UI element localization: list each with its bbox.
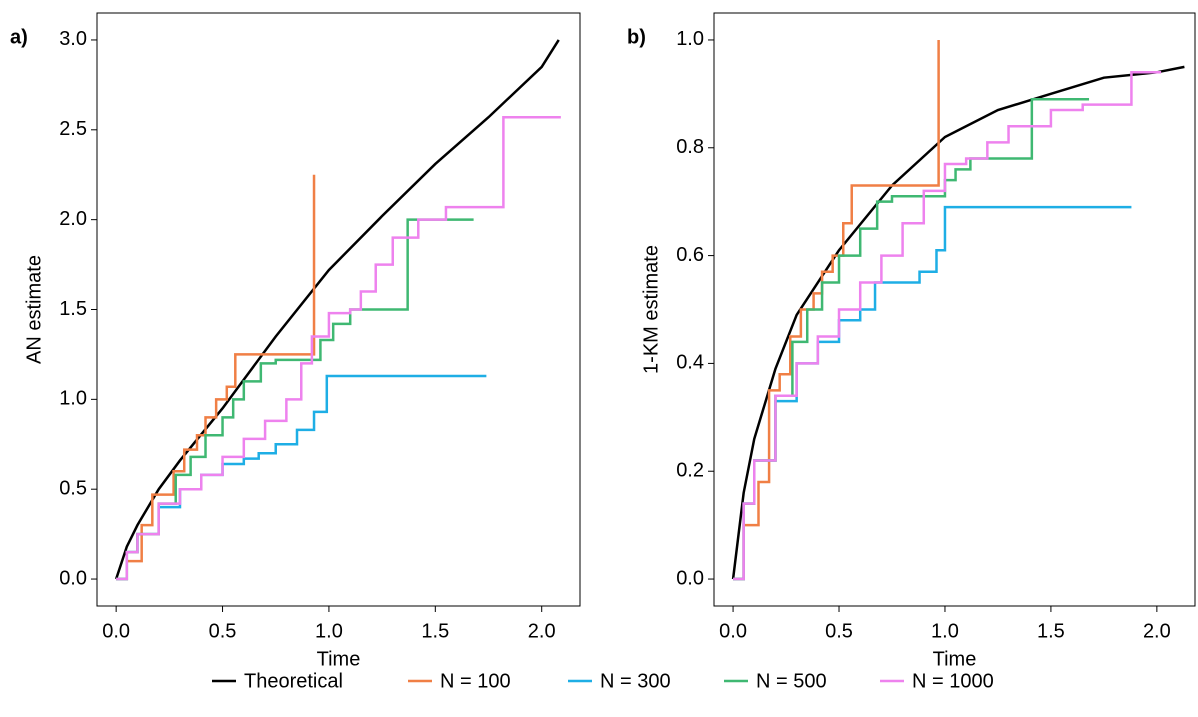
y-axis-label: 1-KM estimate	[640, 245, 662, 374]
y-tick-label: 1.0	[676, 28, 704, 50]
y-tick-label: 1.0	[59, 388, 87, 410]
series-line	[114, 39, 560, 580]
legend-label: N = 100	[440, 670, 511, 692]
series-line	[733, 39, 940, 581]
x-tick-label: 1.0	[315, 620, 343, 642]
x-tick-label: 2.0	[1143, 620, 1171, 642]
series-line	[116, 115, 561, 581]
legend-label: N = 1000	[912, 670, 994, 692]
y-tick-label: 1.5	[59, 298, 87, 320]
y-tick-label: 0.2	[676, 460, 704, 482]
x-axis-label: Time	[317, 648, 361, 670]
legend-label: N = 300	[600, 670, 671, 692]
x-tick-label: 1.0	[931, 620, 959, 642]
x-tick-label: 0.0	[719, 620, 747, 642]
y-tick-label: 0.6	[676, 244, 704, 266]
plot-frame	[713, 12, 1196, 607]
y-tick-label: 0.4	[676, 352, 704, 374]
x-axis-label: Time	[933, 648, 977, 670]
y-axis-label: AN estimate	[23, 255, 45, 364]
y-tick-label: 0.5	[59, 477, 87, 499]
x-tick-label: 1.5	[1037, 620, 1065, 642]
plot-frame	[96, 12, 581, 607]
legend-label: N = 500	[756, 670, 827, 692]
x-tick-label: 0.5	[825, 620, 853, 642]
y-tick-label: 3.0	[59, 28, 87, 50]
y-tick-label: 0.0	[676, 567, 704, 589]
x-tick-label: 1.5	[421, 620, 449, 642]
y-tick-label: 2.0	[59, 208, 87, 230]
series-line	[733, 71, 1162, 581]
y-tick-label: 2.5	[59, 118, 87, 140]
x-tick-label: 2.0	[528, 620, 556, 642]
panel-label: b)	[627, 26, 646, 48]
x-tick-label: 0.0	[102, 620, 130, 642]
legend-label: Theoretical	[244, 670, 343, 692]
y-tick-label: 0.0	[59, 567, 87, 589]
y-tick-label: 0.8	[676, 136, 704, 158]
x-tick-label: 0.5	[209, 620, 237, 642]
series-line	[116, 374, 487, 581]
series-line	[116, 174, 316, 581]
panel-label: a)	[10, 26, 28, 48]
